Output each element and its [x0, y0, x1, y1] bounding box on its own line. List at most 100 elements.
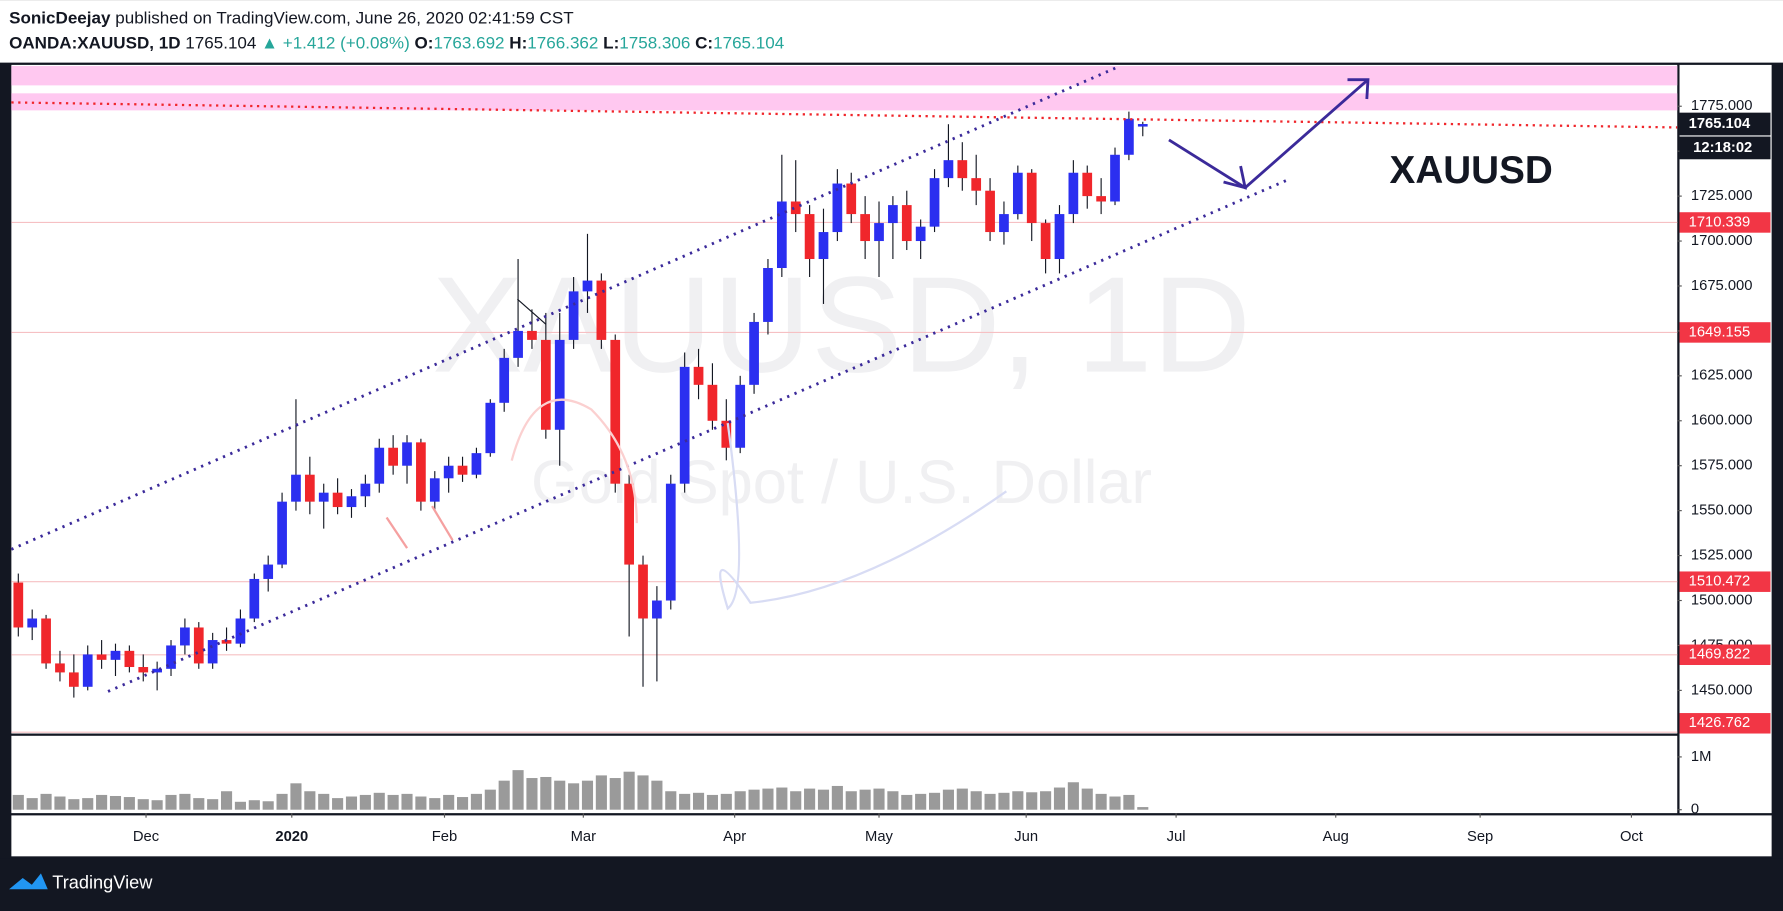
arrow-head: [1347, 78, 1370, 100]
volume-bar: [179, 793, 191, 810]
axis-layer: 1450.0001475.0001500.0001525.0001550.000…: [133, 98, 1771, 845]
volume-bar: [901, 794, 913, 810]
volume-bar: [1081, 788, 1093, 810]
volume-bar: [1053, 787, 1066, 810]
volume-bar: [915, 793, 927, 810]
candle-body: [499, 357, 510, 403]
volume-bar: [1012, 791, 1024, 810]
volume-bar: [817, 789, 830, 810]
logo: [9, 873, 48, 890]
x-tick-label: Jul: [1167, 829, 1186, 845]
volume-bar: [568, 783, 580, 810]
candle-body: [374, 447, 385, 484]
candle-body: [554, 339, 565, 430]
candle-body: [360, 483, 371, 497]
sketch-arrow: [385, 516, 409, 549]
candle-body: [235, 618, 246, 644]
candle-body: [152, 668, 162, 673]
volume-bar: [345, 796, 358, 810]
volume-bar: [443, 794, 455, 810]
y-tick-label: 1725.000: [1691, 188, 1753, 204]
sketch-line: [517, 298, 547, 325]
candle-body: [1082, 172, 1093, 197]
h: 1766.362: [527, 33, 598, 52]
volume-bar: [12, 794, 24, 810]
candle-body: [943, 160, 954, 179]
candle-body: [41, 618, 51, 664]
watermark-description: Gold Spot / U.S. Dollar: [531, 448, 1152, 517]
volume-bar: [776, 787, 788, 810]
resistance-zone: [11, 93, 1678, 111]
annotation: XAUUSD: [1390, 149, 1553, 192]
candle-body: [735, 384, 746, 448]
last-price-box: [1679, 112, 1771, 136]
change: ▲ +1.412 (+0.08%): [261, 33, 410, 52]
sketch-curve: [719, 422, 1008, 611]
level-label-box: [1679, 713, 1771, 734]
price-axis: [1679, 64, 1772, 814]
last: 1765.104: [185, 33, 256, 52]
candle-body: [818, 232, 829, 260]
candle-body: [540, 339, 551, 430]
volume-bar: [984, 793, 996, 810]
candle-body: [277, 501, 287, 565]
level-label: 1710.339: [1689, 214, 1751, 230]
volume-bar: [595, 775, 607, 810]
l: 1758.306: [619, 33, 690, 52]
volume-bar: [970, 791, 982, 810]
candle-layer: [12, 111, 1149, 810]
o-label: O:: [415, 33, 434, 52]
volume-bar: [623, 771, 635, 810]
volume-bar: [109, 795, 122, 810]
candle-body: [652, 600, 662, 619]
candle-body: [485, 402, 496, 454]
y-tick-label: 1500.000: [1691, 592, 1753, 608]
volume-bar: [790, 791, 802, 810]
volume-bar: [609, 778, 621, 810]
volume-bar: [554, 780, 566, 810]
candle-body: [138, 667, 149, 673]
candle-body: [166, 645, 176, 669]
candle-body: [82, 654, 93, 687]
candle-body: [901, 205, 912, 242]
candle-body: [332, 492, 343, 508]
candle-body: [221, 640, 232, 644]
x-tick-label: Aug: [1323, 829, 1349, 845]
candle-body: [957, 160, 968, 179]
volume-bar: [637, 775, 649, 810]
volume-bar: [526, 778, 538, 810]
candle-body: [402, 442, 412, 466]
candle-body: [291, 474, 301, 502]
candle-body: [596, 280, 607, 340]
x-tick-label: Sep: [1467, 829, 1493, 845]
candle-body: [263, 564, 274, 579]
candle-body: [416, 442, 426, 502]
volume-bar: [262, 801, 274, 810]
volume-bar: [1137, 807, 1149, 810]
candle-body: [457, 465, 468, 475]
candle-body: [1026, 172, 1037, 224]
x-tick-label: Apr: [723, 829, 746, 845]
volume-bar: [207, 799, 219, 810]
candle-body: [749, 321, 759, 385]
level-label-box: [1679, 212, 1771, 233]
volume-bar: [54, 796, 66, 810]
volume-bar: [998, 792, 1010, 810]
volume-bar: [540, 776, 552, 810]
volume-bar: [470, 793, 482, 810]
candle-body: [638, 564, 648, 619]
candle-body: [68, 672, 79, 687]
candle-body: [443, 465, 454, 479]
candle-body: [888, 205, 898, 224]
candle-body: [193, 627, 204, 664]
c-label: C:: [695, 33, 713, 52]
candle-body: [318, 492, 329, 502]
candle-body: [707, 384, 718, 421]
volume-bar: [859, 789, 871, 810]
candle-body: [846, 183, 857, 215]
level-label: 1469.822: [1689, 647, 1751, 663]
volume-bar: [318, 793, 330, 810]
candle-body: [527, 330, 537, 340]
volume-tick-label: 1M: [1691, 749, 1712, 765]
candle-body: [874, 223, 884, 242]
